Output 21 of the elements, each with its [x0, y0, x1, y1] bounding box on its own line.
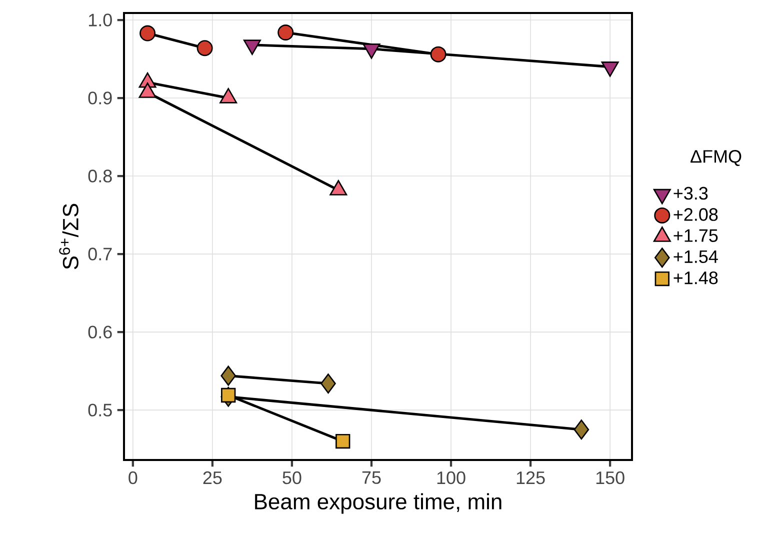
x-tick-label: 150 [596, 471, 624, 484]
legend-label: +1.54 [674, 250, 718, 263]
legend-label: +1.48 [674, 272, 718, 284]
y-tick-label: 0.5 [88, 404, 112, 416]
x-tick-label: 125 [516, 471, 545, 484]
legend-label: +3.3 [674, 186, 708, 200]
y-tick-label: 0.6 [88, 326, 112, 338]
legend-label: +1.75 [674, 229, 718, 242]
legend-title: ΔFMQ [690, 150, 742, 166]
x-tick-label: 100 [437, 471, 466, 484]
y-tick-label: 1.0 [88, 14, 112, 26]
y-tick-label: 0.8 [88, 170, 112, 182]
x-tick-label: 75 [362, 471, 381, 484]
y-tick-label: 0.7 [88, 248, 112, 260]
x-axis-title: Beam exposure time, min [255, 493, 502, 514]
y-axis-title: S$^{6+}$/ΣS [59, 204, 78, 270]
x-tick-label: 0 [128, 471, 138, 484]
x-tick-label: 50 [282, 471, 302, 484]
x-tick-label: 25 [203, 471, 222, 484]
legend-label: +2.08 [674, 208, 718, 221]
y-tick-label: 0.9 [88, 92, 112, 104]
